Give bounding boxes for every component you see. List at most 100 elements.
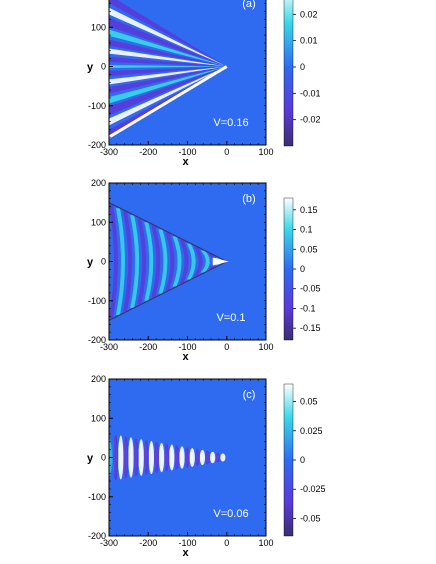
- y-axis-label: y: [87, 62, 94, 74]
- colorbar-tick-label: -0.1: [300, 303, 316, 313]
- wake-stripe: [158, 229, 168, 294]
- wake-ray: [109, 0, 227, 67]
- wake-edge: [109, 65, 228, 139]
- wake-pattern: [109, 202, 229, 321]
- wake-ripple: [123, 436, 129, 479]
- colorbar-tick-label: -0.01: [300, 88, 321, 98]
- wake-stripe: [200, 250, 210, 273]
- y-tick-label: 0: [101, 453, 106, 463]
- wake-ripple: [118, 435, 124, 480]
- y-tick-label: -200: [88, 531, 106, 541]
- wake-ripple: [128, 437, 134, 478]
- panel-label: (c): [243, 389, 256, 401]
- wake-stripe: [165, 232, 175, 291]
- x-tick-label: -200: [139, 538, 157, 548]
- x-tick-label: -200: [139, 147, 157, 157]
- wake-source: [212, 257, 229, 266]
- wake-ripple: [189, 448, 195, 467]
- wake-ripple: [194, 449, 200, 466]
- wake-ray: [109, 66, 227, 116]
- velocity-annotation: V=0.16: [213, 117, 248, 129]
- x-axis-label: x: [182, 156, 189, 168]
- wake-ripple: [164, 443, 170, 472]
- panel-label: (a): [242, 0, 255, 10]
- wake-stripe: [151, 225, 161, 298]
- wake-ripple: [158, 442, 165, 473]
- wake-ray: [109, 7, 227, 67]
- wake-ripple: [204, 450, 211, 465]
- x-tick-label: 0: [224, 147, 229, 157]
- y-tick-label: -200: [88, 335, 106, 345]
- x-tick-label: -200: [139, 342, 157, 352]
- x-tick-label: -100: [178, 147, 196, 157]
- y-tick-label: -200: [88, 140, 106, 150]
- colorbar-tick-label: 0.01: [300, 36, 318, 46]
- y-tick-label: 200: [91, 178, 106, 188]
- wake-ripple: [210, 451, 216, 464]
- x-tick-label: -300: [100, 147, 118, 157]
- colorbar-tick-label: 0.1: [300, 225, 313, 235]
- wake-ripple: [220, 453, 226, 462]
- x-tick-label: -100: [178, 538, 196, 548]
- y-axis-label: y: [87, 453, 94, 465]
- x-tick-label: 0: [224, 538, 229, 548]
- wake-stripe: [109, 204, 118, 319]
- wake-ripple: [179, 446, 185, 469]
- colorbar-tick-label: -0.05: [300, 513, 321, 523]
- colorbar: [283, 383, 294, 537]
- wake-ray: [109, 39, 227, 67]
- wake-ray: [109, 64, 227, 69]
- wake-stripe: [123, 211, 133, 312]
- colorbar-tick-label: -0.02: [300, 115, 321, 125]
- x-tick-label: 100: [258, 342, 273, 352]
- wake-ripple: [143, 440, 149, 475]
- wake-ripple: [169, 444, 175, 471]
- colorbar-tick-label: 0.05: [300, 244, 318, 254]
- y-tick-label: 100: [91, 217, 106, 227]
- x-axis-label: x: [182, 547, 189, 559]
- colorbar-tick-label: 0.02: [300, 9, 318, 19]
- y-tick-label: 100: [91, 22, 106, 32]
- wake-pattern: [109, 0, 228, 139]
- colorbar-tick-label: -0.05: [300, 284, 321, 294]
- panel-a: -300 -200 -100 0 1001000-100-200xy(a)V=0.160…: [87, 0, 321, 168]
- wake-stripe: [193, 246, 203, 277]
- wake-stripe: [186, 243, 196, 280]
- panel-c: -300 -200 -100 0 1002001000-100-200xy(c)V=0.…: [87, 374, 326, 559]
- y-axis-label: y: [87, 257, 94, 269]
- wake-ray: [109, 29, 227, 67]
- x-tick-label: 0: [224, 342, 229, 352]
- wake-edge: [109, 202, 228, 263]
- panel-b: -300 -200 -100 0 1002001000-100-200xy(b)V=0.…: [87, 178, 321, 363]
- colorbar-tick-label: 0: [300, 264, 305, 274]
- y-tick-label: 0: [101, 257, 106, 267]
- x-tick-label: -300: [100, 538, 118, 548]
- wake-cone: [109, 202, 227, 321]
- wake-pattern: [109, 434, 226, 481]
- wake-ray: [109, 66, 227, 94]
- wake-ripple: [199, 449, 206, 466]
- wake-stripe: [130, 215, 140, 308]
- wake-ripple: [174, 445, 180, 470]
- wake-ripple: [138, 439, 144, 476]
- y-tick-label: -100: [88, 101, 106, 111]
- velocity-annotation: V=0.1: [216, 312, 245, 324]
- y-tick-label: 200: [91, 374, 106, 384]
- colorbar-tick-label: 0: [300, 455, 305, 465]
- wake-ray: [109, 56, 227, 67]
- x-tick-label: 100: [258, 147, 273, 157]
- colorbar-tick-label: -0.15: [300, 323, 321, 333]
- wake-ripple: [153, 441, 160, 474]
- wake-stripe: [172, 236, 182, 287]
- velocity-annotation: V=0.06: [213, 508, 248, 520]
- wake-ripple: [215, 452, 221, 463]
- colorbar-tick-label: -0.025: [300, 484, 326, 494]
- wake-ripple: [184, 447, 190, 468]
- x-tick-label: -300: [100, 342, 118, 352]
- wake-stripe: [207, 254, 217, 269]
- wake-ripple: [133, 438, 139, 477]
- wake-stripe: [137, 218, 147, 305]
- wake-ripple: [113, 434, 119, 481]
- colorbar-tick-label: 0.15: [300, 205, 318, 215]
